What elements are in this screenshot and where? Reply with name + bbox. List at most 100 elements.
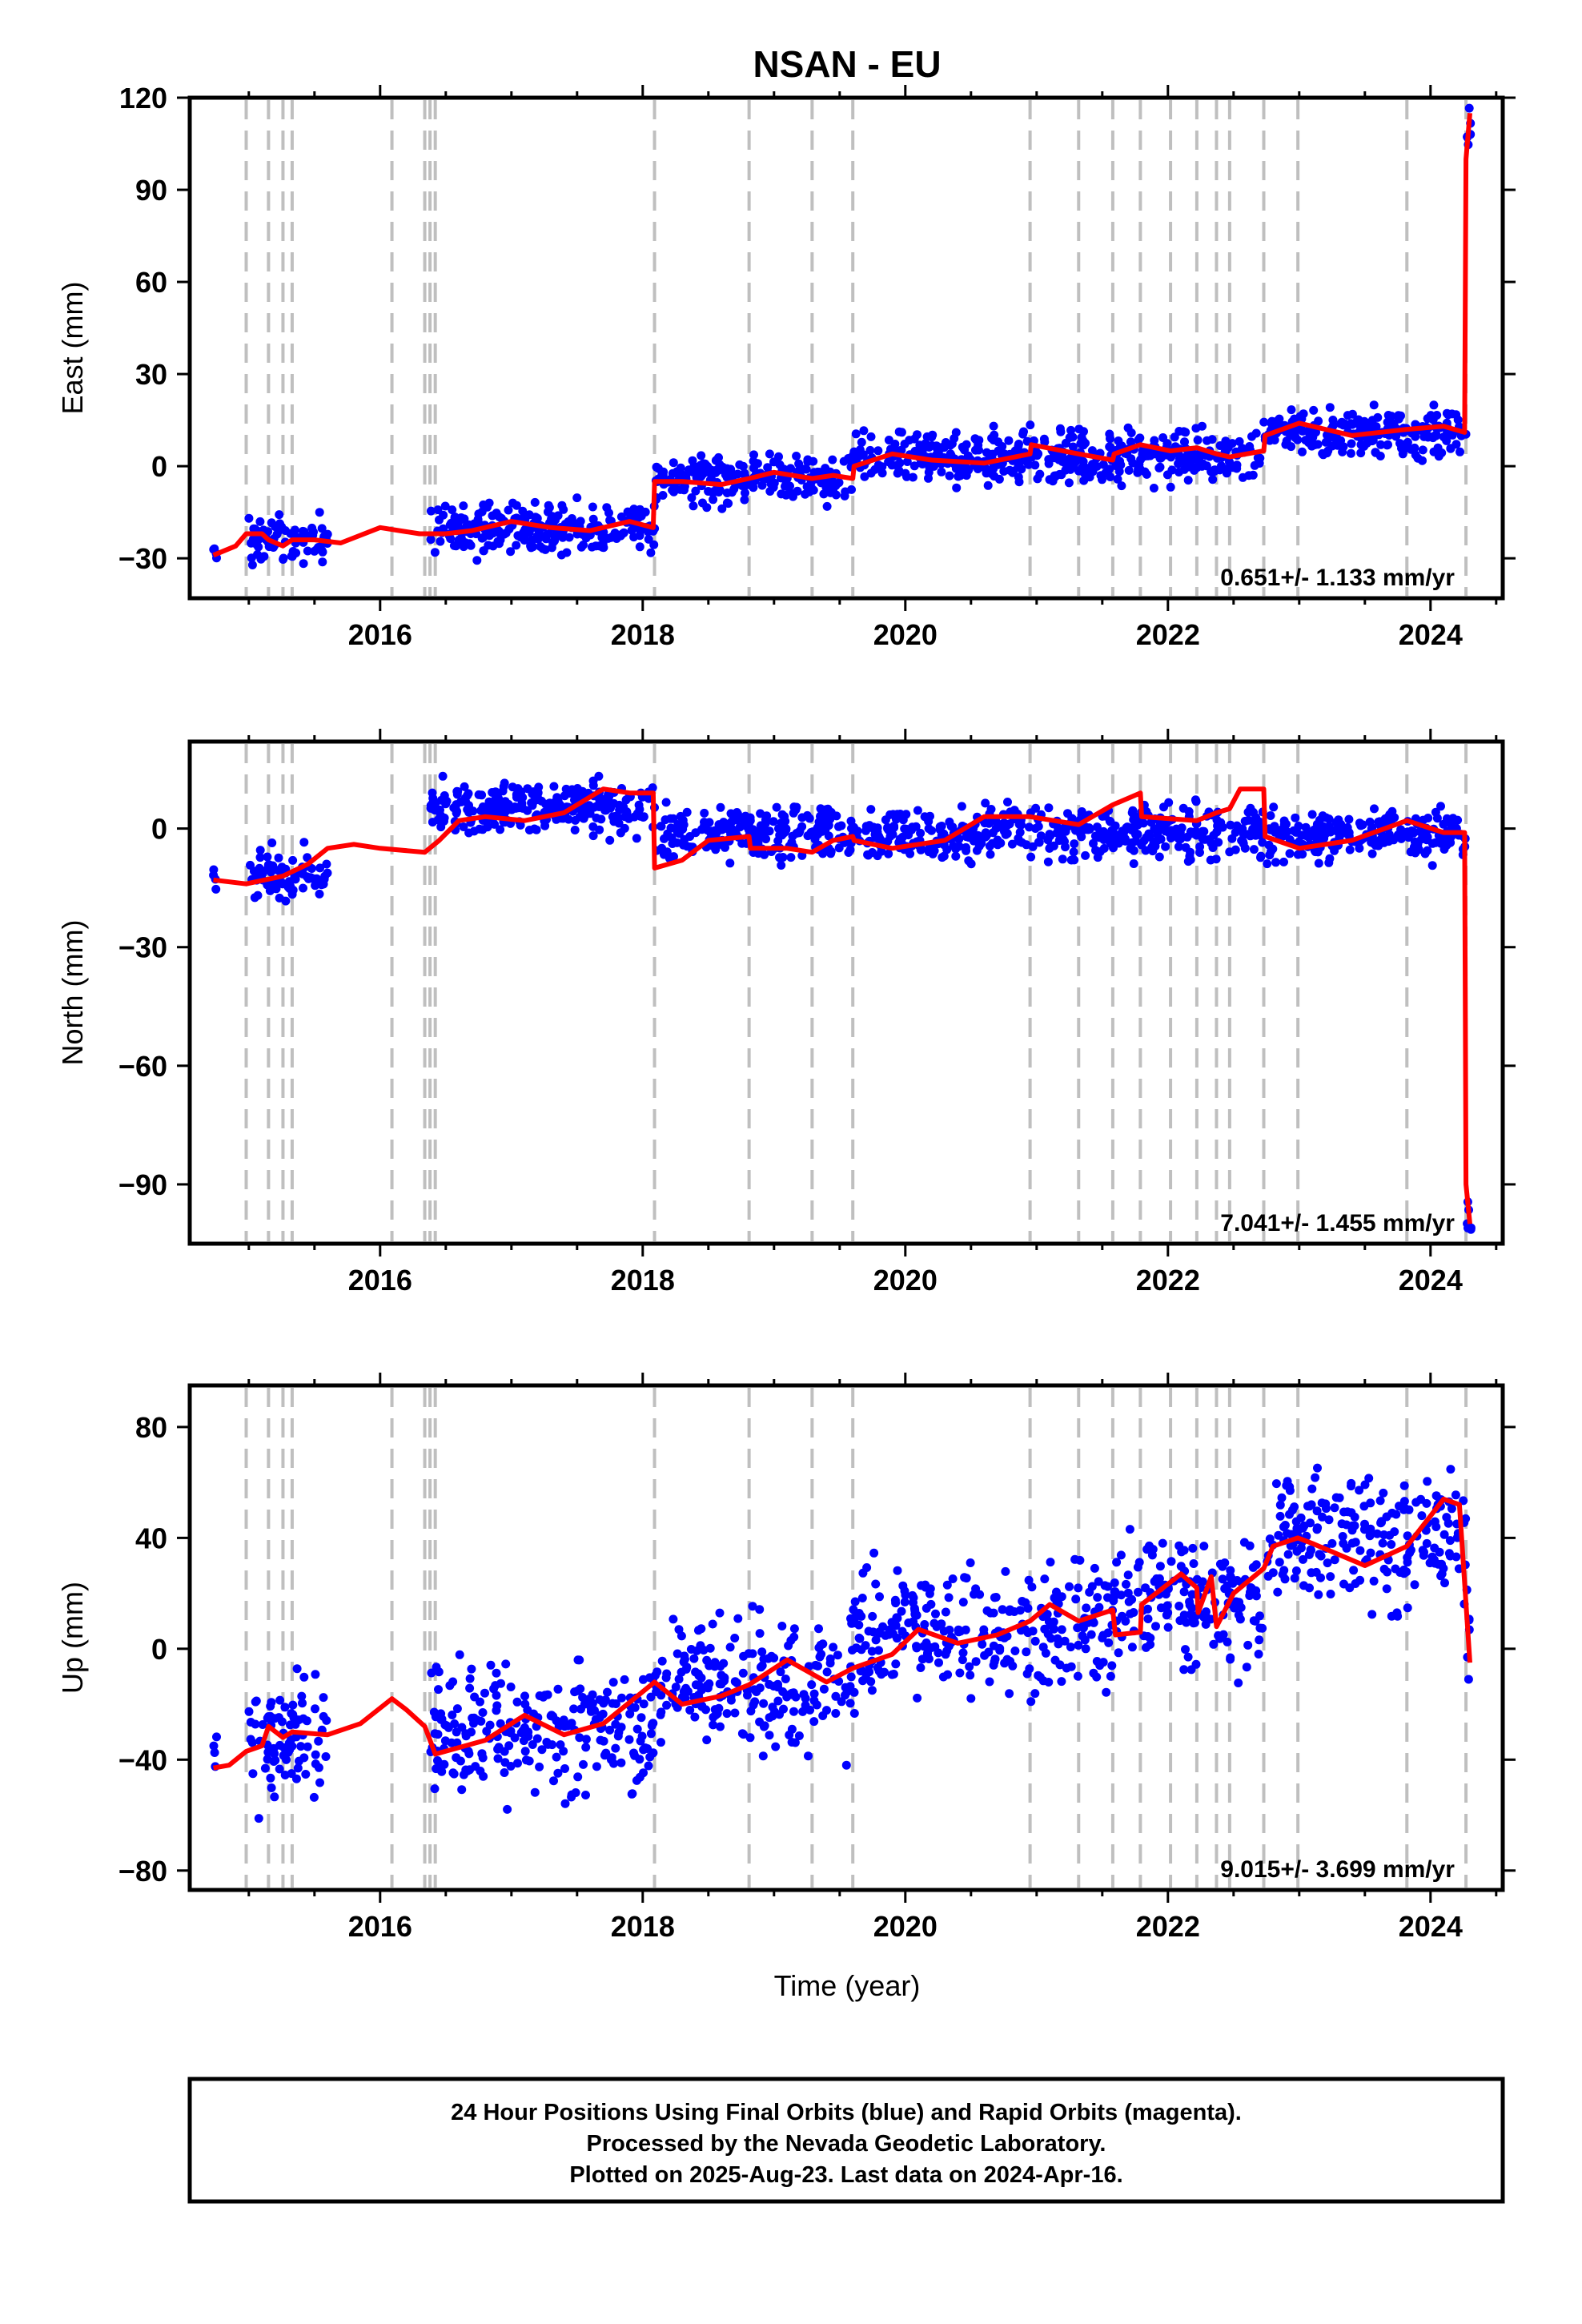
position-point — [794, 1731, 804, 1740]
position-point — [581, 1791, 590, 1799]
position-point — [765, 487, 775, 496]
position-point — [609, 817, 619, 826]
position-point — [1057, 1592, 1066, 1602]
position-point — [274, 853, 283, 862]
position-point — [687, 493, 697, 502]
position-point — [246, 860, 255, 870]
position-point — [1225, 847, 1235, 857]
position-point — [866, 805, 876, 814]
position-point — [1089, 838, 1098, 848]
position-point — [288, 1700, 298, 1710]
position-point — [860, 472, 869, 481]
position-point — [1018, 429, 1028, 439]
position-point — [869, 822, 878, 832]
position-point — [636, 526, 645, 536]
position-point — [512, 541, 521, 550]
position-point — [1396, 825, 1406, 834]
position-point — [1209, 830, 1219, 840]
position-point — [725, 1642, 735, 1652]
position-point — [1100, 1581, 1110, 1590]
position-point — [1355, 843, 1364, 853]
position-point — [1046, 1558, 1055, 1567]
position-point — [1307, 810, 1317, 819]
position-point — [685, 1706, 695, 1715]
position-point — [1301, 436, 1311, 445]
position-point — [258, 1720, 267, 1729]
position-point — [1248, 470, 1258, 480]
position-point — [792, 802, 801, 812]
position-point — [908, 1590, 917, 1600]
position-point — [298, 526, 307, 536]
position-point — [856, 1667, 865, 1676]
position-point — [942, 1580, 952, 1590]
position-point — [932, 450, 942, 460]
position-point — [553, 1684, 563, 1694]
y-tick-label: 40 — [135, 1522, 167, 1554]
position-point — [807, 1680, 817, 1690]
position-point — [737, 814, 747, 824]
position-point — [274, 1713, 283, 1723]
position-point — [551, 798, 560, 806]
position-point — [1191, 1659, 1201, 1669]
position-point — [1174, 1602, 1184, 1610]
position-point — [652, 462, 661, 472]
position-point — [935, 822, 945, 831]
position-point — [315, 1778, 324, 1787]
position-point — [303, 853, 312, 862]
position-point — [745, 1733, 755, 1743]
position-point — [1442, 436, 1452, 445]
position-point — [485, 1720, 495, 1730]
position-point — [1305, 1583, 1314, 1593]
position-point — [314, 1736, 323, 1746]
position-point — [1411, 432, 1420, 441]
position-point — [552, 814, 561, 824]
position-point — [1140, 467, 1150, 476]
position-point — [1423, 432, 1433, 442]
position-point — [303, 1742, 312, 1751]
position-point — [266, 1773, 275, 1783]
position-point — [437, 1715, 447, 1724]
position-point — [293, 1763, 303, 1773]
position-point — [861, 822, 871, 831]
position-point — [867, 1686, 877, 1695]
position-point — [652, 1667, 662, 1677]
position-point — [438, 771, 448, 781]
position-point — [801, 489, 810, 499]
position-point — [552, 1752, 561, 1762]
position-point — [573, 1655, 583, 1665]
position-point — [209, 865, 219, 875]
position-point — [1291, 813, 1300, 822]
position-point — [962, 471, 971, 480]
position-point — [1307, 1568, 1316, 1578]
position-point — [1273, 416, 1283, 425]
position-point — [709, 1720, 718, 1730]
position-point — [1174, 842, 1183, 851]
up-daily-positions — [209, 1463, 1474, 1823]
position-point — [275, 879, 285, 888]
position-point — [485, 531, 494, 541]
position-point — [588, 514, 598, 524]
position-point — [1254, 1650, 1263, 1659]
position-point — [467, 1727, 476, 1737]
position-point — [620, 812, 630, 822]
position-point — [710, 1705, 720, 1715]
position-point — [504, 505, 513, 515]
position-point — [426, 506, 436, 516]
position-point — [939, 1626, 949, 1636]
position-point — [887, 1618, 897, 1627]
position-point — [311, 1750, 320, 1759]
position-point — [1379, 1564, 1389, 1574]
position-point — [673, 1649, 682, 1659]
position-point — [1327, 1538, 1337, 1548]
position-point — [928, 846, 938, 855]
position-point — [1275, 826, 1285, 835]
position-point — [492, 1668, 501, 1678]
position-point — [971, 1657, 981, 1667]
position-point — [540, 545, 550, 554]
position-point — [1093, 853, 1102, 862]
position-point — [637, 1731, 647, 1741]
position-point — [267, 518, 276, 528]
position-point — [1209, 1639, 1219, 1649]
position-point — [944, 1593, 954, 1602]
position-point — [1330, 1503, 1339, 1513]
